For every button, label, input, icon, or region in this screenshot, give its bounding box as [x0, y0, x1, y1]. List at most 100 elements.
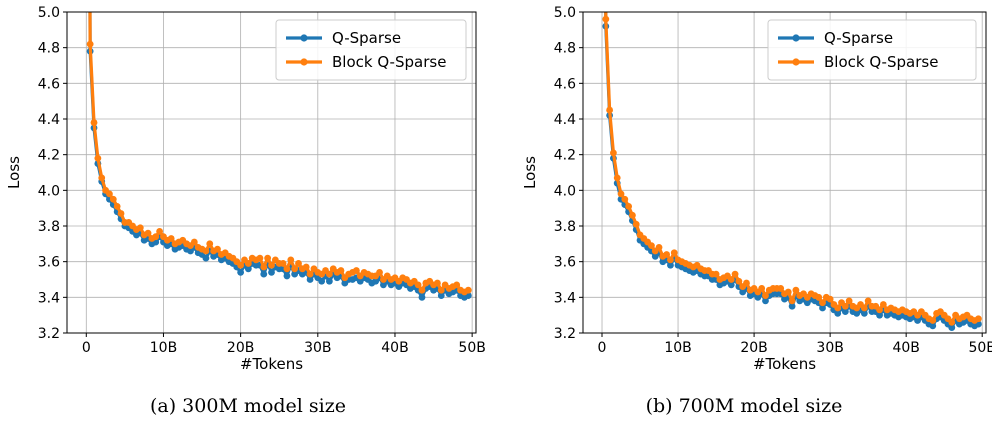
- y-tick-label: 4.8: [554, 41, 576, 57]
- y-tick-label: 4.0: [38, 183, 60, 199]
- data-point: [625, 202, 633, 210]
- x-tick-label: 20B: [227, 340, 254, 356]
- y-tick-label: 3.4: [38, 290, 60, 306]
- data-point: [260, 263, 268, 271]
- plot-frame: [66, 11, 477, 334]
- plot-area: [86, 12, 472, 301]
- y-tick-label: 3.2: [554, 326, 576, 342]
- x-tick-label: 50B: [458, 340, 485, 356]
- y-tick-label: 4.6: [38, 76, 60, 92]
- data-point: [144, 229, 152, 237]
- data-point: [758, 285, 766, 292]
- x-tick-label: 40B: [381, 340, 408, 356]
- plot-frame: [582, 11, 987, 334]
- y-tick-label: 4.8: [38, 41, 60, 57]
- data-point: [864, 297, 872, 305]
- y-tick-label: 5.0: [38, 5, 60, 21]
- x-tick-label: 40B: [892, 340, 919, 356]
- data-point: [606, 106, 614, 114]
- data-point: [762, 292, 769, 299]
- data-point: [318, 277, 326, 285]
- data-point: [860, 304, 868, 312]
- y-axis-label: Loss: [5, 156, 23, 189]
- y-tick-label: 4.4: [554, 112, 576, 128]
- data-point: [655, 244, 663, 251]
- y-tick-label: 3.4: [554, 290, 576, 306]
- y-tick-label: 4.4: [38, 112, 60, 128]
- data-point: [306, 276, 314, 283]
- data-point: [268, 261, 275, 269]
- data-point: [777, 285, 785, 292]
- data-point: [237, 261, 245, 269]
- y-tick-label: 3.8: [554, 219, 576, 235]
- legend-label: Q-Sparse: [332, 29, 401, 47]
- data-point: [86, 40, 94, 48]
- data-point: [418, 293, 426, 301]
- data-point: [841, 302, 849, 310]
- data-point: [667, 261, 674, 269]
- data-point: [826, 295, 834, 303]
- data-point: [841, 308, 849, 315]
- data-point: [306, 270, 314, 278]
- y-tick-label: 5.0: [554, 5, 576, 21]
- data-point: [845, 297, 853, 305]
- y-tick-label: 4.6: [554, 76, 576, 92]
- data-point: [735, 277, 743, 285]
- data-point: [244, 260, 252, 267]
- data-point: [264, 254, 272, 262]
- data-point: [712, 270, 720, 278]
- data-point: [283, 272, 291, 280]
- data-point: [602, 15, 610, 23]
- caption-a: (a) 300M model size: [149, 395, 346, 417]
- data-point: [237, 268, 245, 276]
- data-point: [202, 254, 210, 262]
- legend-frame: [275, 19, 467, 81]
- y-tick-label: 3.8: [38, 219, 60, 235]
- y-axis-label: Loss: [521, 156, 539, 189]
- x-tick-label: 50B: [968, 340, 992, 356]
- data-point: [929, 317, 937, 324]
- x-tick-label: 30B: [304, 340, 331, 356]
- data-point: [167, 235, 175, 242]
- data-point: [629, 211, 636, 219]
- data-point: [437, 286, 445, 294]
- data-point: [860, 309, 868, 317]
- data-point: [287, 256, 295, 264]
- data-point: [948, 324, 956, 332]
- y-tick-label: 4.0: [554, 183, 576, 199]
- data-point: [190, 238, 198, 246]
- data-point: [670, 249, 678, 257]
- x-tick-label: 10B: [150, 340, 177, 356]
- data-point: [876, 306, 883, 314]
- data-point: [975, 315, 982, 323]
- data-point: [727, 276, 735, 283]
- data-point: [302, 263, 310, 271]
- data-point: [117, 210, 125, 217]
- legend-marker: [792, 58, 800, 66]
- data-point: [743, 279, 750, 287]
- data-point: [291, 265, 299, 273]
- data-point: [792, 286, 800, 294]
- caption-b: (b) 700M model size: [645, 395, 843, 417]
- legend-label: Q-Sparse: [824, 29, 893, 47]
- data-point: [202, 247, 210, 255]
- plot-area: [602, 12, 982, 332]
- data-point: [295, 260, 302, 267]
- data-point: [206, 240, 214, 248]
- legend-marker: [300, 58, 308, 66]
- data-point: [268, 268, 275, 276]
- data-point: [90, 119, 98, 126]
- data-point: [788, 302, 796, 310]
- legend-marker: [300, 34, 308, 42]
- data-point: [788, 297, 796, 305]
- chart-a: 0 10B 20B 30B 40B 50B 3.2 3.4 3.6 3.8 4.0 4.2 4.4 4.6…: [5, 5, 486, 373]
- data-point: [834, 304, 842, 312]
- x-tick-label: 0: [82, 340, 91, 356]
- data-point: [819, 299, 826, 307]
- y-tick-label: 3.6: [38, 255, 60, 271]
- data-point: [260, 270, 268, 278]
- data-point: [136, 224, 144, 232]
- x-axis-label: #Tokens: [240, 355, 303, 373]
- data-point: [376, 268, 383, 276]
- y-tick-label: 4.2: [554, 148, 576, 164]
